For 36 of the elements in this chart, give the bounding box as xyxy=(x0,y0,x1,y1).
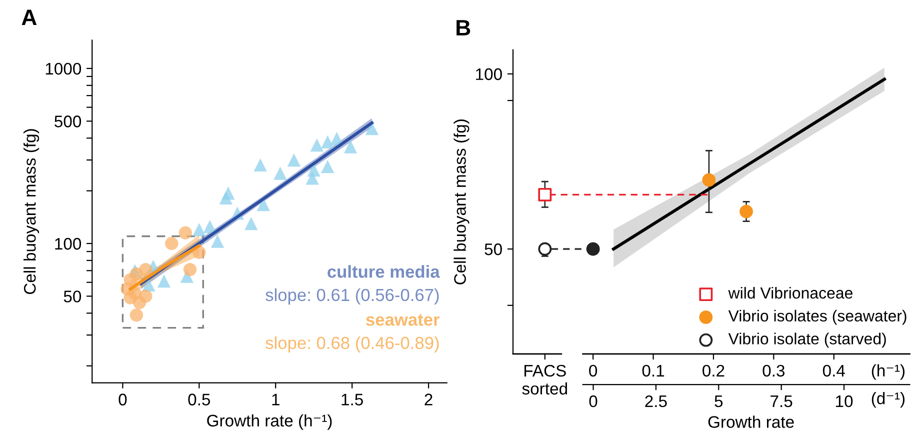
y-axis-title: Cell buoyant mass (fg) xyxy=(24,129,40,294)
x2-tick-label: 7.5 xyxy=(770,396,792,408)
x-tick-label: 0 xyxy=(589,364,598,377)
x-tick-label: 1 xyxy=(272,394,280,406)
x-tick-label: FACS sorted xyxy=(522,364,567,395)
x-tick-label: 1.5 xyxy=(342,394,363,406)
x2-axis-title: (d⁻¹) xyxy=(872,392,905,408)
x-axis-title: (h⁻¹) xyxy=(872,364,905,380)
x-tick-label: 0 xyxy=(118,394,127,406)
x2-tick-label: 2.5 xyxy=(645,395,667,408)
y-tick-label: 50 xyxy=(64,290,82,302)
x-tick-label: 0.3 xyxy=(762,364,785,377)
y-tick-label: 500 xyxy=(54,116,82,128)
legend-label: wild Vibrionaceae xyxy=(728,286,852,299)
x2-tick-label: 5 xyxy=(714,396,723,408)
text: culture media xyxy=(328,265,440,278)
annotation: slope: 0.68 (0.46-0.89) xyxy=(266,336,439,353)
x-axis-title: Growth rate (h⁻¹) xyxy=(207,414,332,430)
chart-title: A xyxy=(22,10,37,26)
x-tick-label: 0.1 xyxy=(642,364,664,377)
y-tick-label: 100 xyxy=(55,238,82,250)
x-tick-label: 0.2 xyxy=(702,364,724,377)
annotation: slope: 0.61 (0.56-0.67) xyxy=(266,288,439,305)
x-tick-label: 0.5 xyxy=(188,394,210,406)
text: Growth rate xyxy=(708,416,794,428)
y-tick-label: 50 xyxy=(484,243,502,256)
y-tick-label: 100 xyxy=(476,68,502,80)
legend-label: Vibrio isolate (starved) xyxy=(728,332,886,348)
y-axis-title: Cell buoyant mass (fg) xyxy=(454,120,470,284)
x-tick-label: 0.4 xyxy=(822,364,845,377)
legend-label: Vibrio isolates (seawater) xyxy=(728,310,906,325)
x-tick-label: 2 xyxy=(424,394,432,406)
text: seawater xyxy=(366,314,440,326)
x2-tick-label: 10 xyxy=(836,395,853,408)
y-tick-label: 1000 xyxy=(46,62,82,75)
chart-title: B xyxy=(456,20,470,36)
